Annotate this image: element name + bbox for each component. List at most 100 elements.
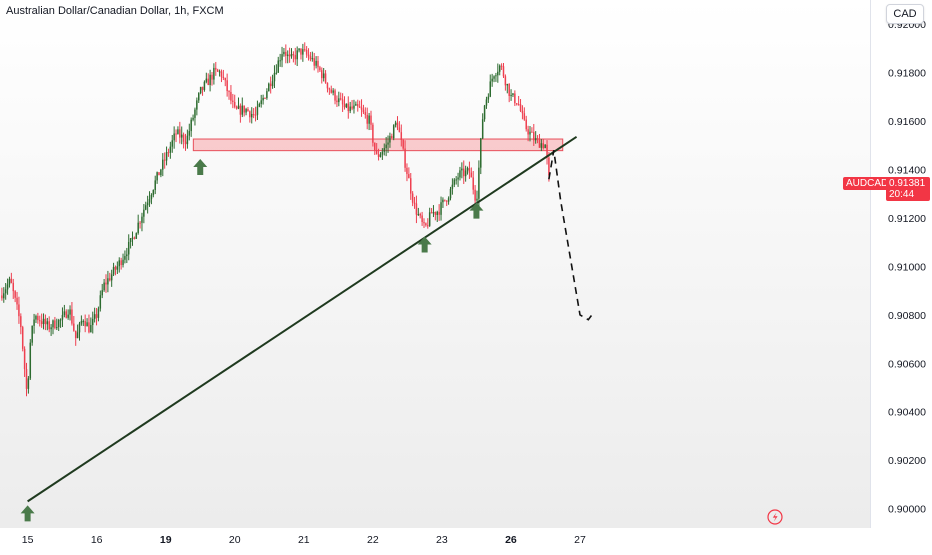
candle[interactable] [497, 63, 499, 83]
candle[interactable] [534, 131, 537, 144]
candle[interactable] [493, 75, 495, 83]
candle[interactable] [179, 121, 181, 144]
candle[interactable] [285, 44, 287, 64]
up-arrow-marker[interactable] [193, 159, 208, 176]
candle[interactable] [470, 167, 473, 178]
candle[interactable] [427, 218, 429, 229]
candle[interactable] [400, 124, 403, 147]
candle[interactable] [42, 313, 45, 330]
candle[interactable] [92, 311, 94, 334]
candle[interactable] [313, 52, 315, 71]
candle[interactable] [364, 107, 367, 119]
candle[interactable] [269, 76, 272, 94]
candle[interactable] [31, 325, 33, 346]
candle[interactable] [408, 167, 410, 179]
candle[interactable] [440, 196, 442, 221]
candle[interactable] [525, 115, 527, 132]
candle[interactable] [105, 274, 107, 293]
candle[interactable] [99, 290, 102, 312]
candle[interactable] [218, 69, 221, 77]
candle[interactable] [304, 42, 306, 52]
candle[interactable] [324, 70, 327, 84]
candle[interactable] [67, 309, 69, 320]
candle[interactable] [355, 101, 357, 106]
candle[interactable] [527, 125, 529, 142]
candle[interactable] [252, 108, 255, 119]
candle[interactable] [368, 112, 370, 131]
candle[interactable] [207, 73, 209, 86]
candle[interactable] [402, 139, 404, 151]
candle[interactable] [215, 61, 217, 76]
candle[interactable] [118, 257, 121, 273]
candle[interactable] [95, 308, 98, 326]
candle[interactable] [160, 168, 162, 178]
candle[interactable] [330, 85, 333, 94]
currency-button[interactable]: CAD [886, 4, 924, 24]
candle[interactable] [302, 43, 304, 62]
candle[interactable] [112, 262, 115, 277]
candle[interactable] [521, 105, 524, 120]
candle[interactable] [317, 56, 319, 73]
candle[interactable] [40, 313, 43, 328]
candle[interactable] [203, 80, 206, 92]
candle[interactable] [339, 92, 342, 101]
candle[interactable] [245, 107, 247, 116]
candle[interactable] [472, 170, 474, 195]
candle[interactable] [483, 104, 486, 122]
candle[interactable] [235, 105, 238, 110]
candle[interactable] [286, 50, 289, 64]
candle[interactable] [540, 139, 543, 152]
candle[interactable] [345, 103, 348, 109]
candle[interactable] [27, 376, 30, 394]
candle[interactable] [498, 64, 501, 76]
candle[interactable] [349, 101, 351, 114]
candle[interactable] [33, 313, 35, 334]
candle[interactable] [126, 247, 128, 264]
candle[interactable] [122, 253, 124, 268]
candle[interactable] [124, 250, 126, 264]
candle[interactable] [544, 143, 546, 149]
candle[interactable] [423, 218, 425, 228]
candle[interactable] [321, 67, 323, 84]
candle[interactable] [169, 141, 172, 159]
candle[interactable] [12, 278, 15, 299]
up-arrow-marker[interactable] [469, 202, 484, 219]
candle[interactable] [93, 307, 96, 323]
candle[interactable] [48, 316, 50, 333]
candle[interactable] [76, 324, 79, 339]
candle[interactable] [430, 208, 433, 214]
candle[interactable] [389, 132, 391, 148]
candle[interactable] [447, 196, 450, 205]
candle[interactable] [457, 172, 459, 187]
candle[interactable] [233, 94, 236, 109]
candle[interactable] [37, 312, 39, 324]
candle[interactable] [372, 122, 374, 147]
candle[interactable] [114, 265, 117, 276]
candle[interactable] [419, 212, 421, 219]
candle[interactable] [307, 48, 310, 61]
projection-path[interactable] [548, 150, 595, 321]
candle[interactable] [186, 129, 189, 149]
candle[interactable] [57, 318, 60, 332]
candle[interactable] [4, 283, 7, 300]
candle[interactable] [249, 110, 251, 123]
candle[interactable] [357, 99, 359, 112]
candle[interactable] [523, 107, 526, 121]
candle[interactable] [73, 316, 75, 332]
candle[interactable] [391, 133, 393, 139]
candle[interactable] [44, 314, 47, 331]
up-arrow-marker[interactable] [20, 505, 35, 522]
candle[interactable] [216, 68, 219, 72]
candle[interactable] [377, 148, 380, 161]
candle[interactable] [296, 46, 298, 67]
candle[interactable] [546, 140, 548, 165]
candle[interactable] [50, 324, 52, 336]
candle[interactable] [381, 148, 384, 160]
candle[interactable] [396, 116, 399, 131]
candle[interactable] [16, 291, 18, 310]
candle[interactable] [228, 90, 230, 100]
candle[interactable] [510, 89, 512, 101]
candle[interactable] [425, 222, 427, 227]
